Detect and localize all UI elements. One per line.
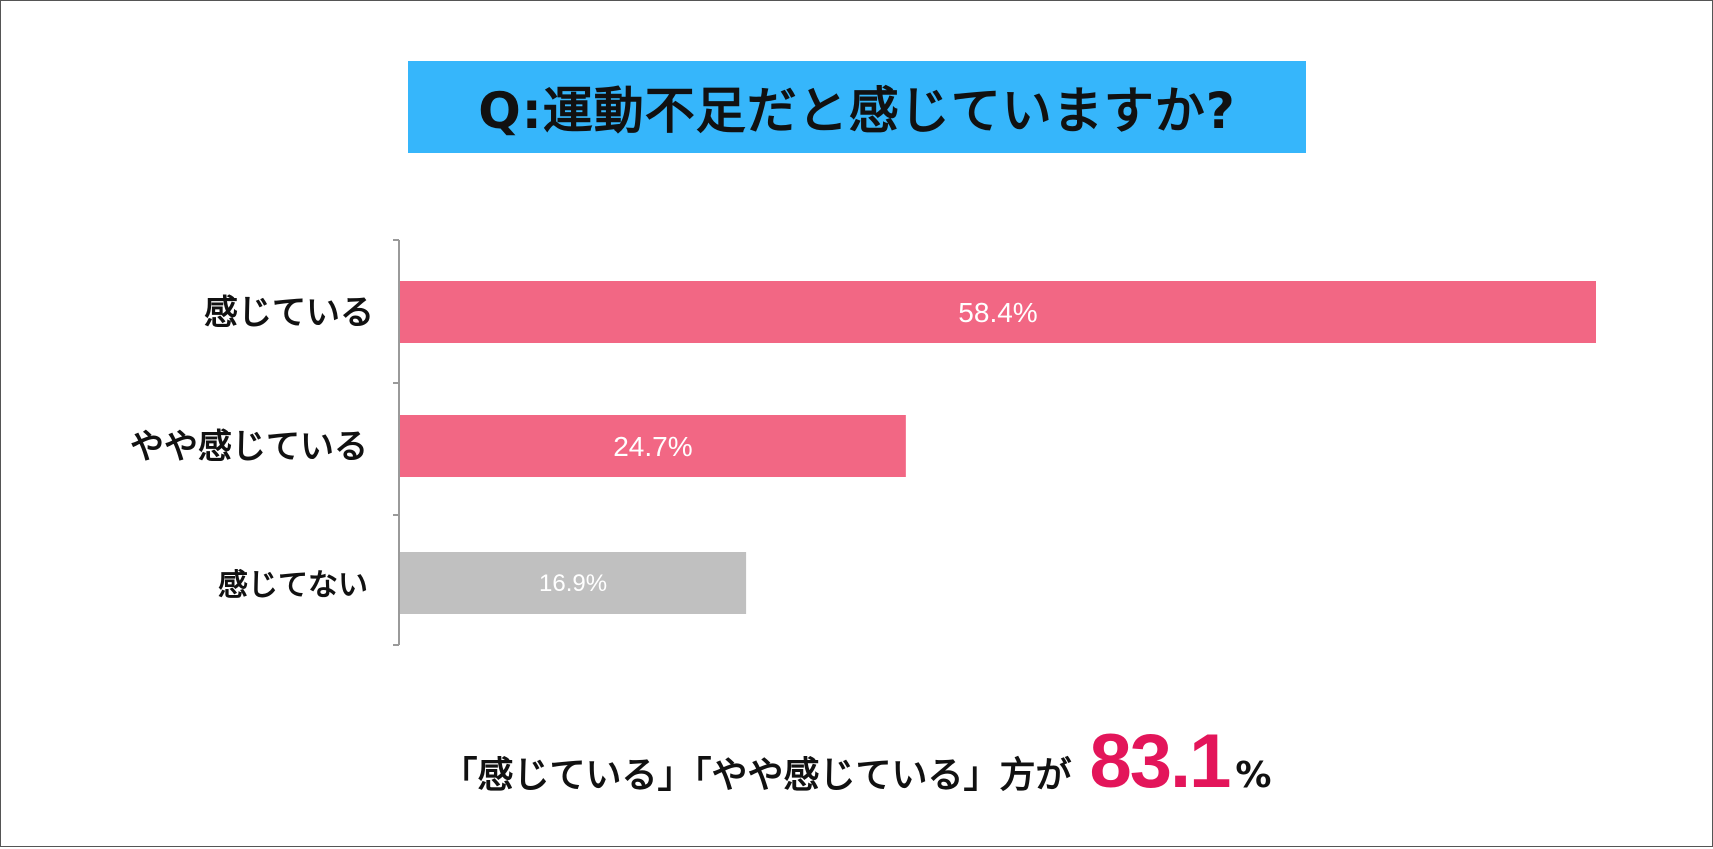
chart-title: Q:運動不足だと感じていますか? <box>478 82 1236 140</box>
summary-text: 「感じている」「やや感じている」方が <box>441 755 1072 796</box>
bar <box>400 415 906 477</box>
title-banner: Q:運動不足だと感じていますか? <box>408 61 1306 153</box>
category-label: 感じてない <box>218 568 368 603</box>
summary-value: 83.1 <box>1089 719 1232 804</box>
bar <box>400 552 747 614</box>
data-label: 16.9% <box>539 570 607 597</box>
data-label: 58.4% <box>958 297 1037 328</box>
summary-line: 「感じている」「やや感じている」方が 83.1 % <box>0 718 1713 808</box>
bar <box>400 281 1596 343</box>
category-label: やや感じている <box>130 427 368 467</box>
category-label: 感じている <box>204 293 374 333</box>
data-label: 24.7% <box>613 431 692 462</box>
summary-unit: % <box>1235 755 1272 796</box>
